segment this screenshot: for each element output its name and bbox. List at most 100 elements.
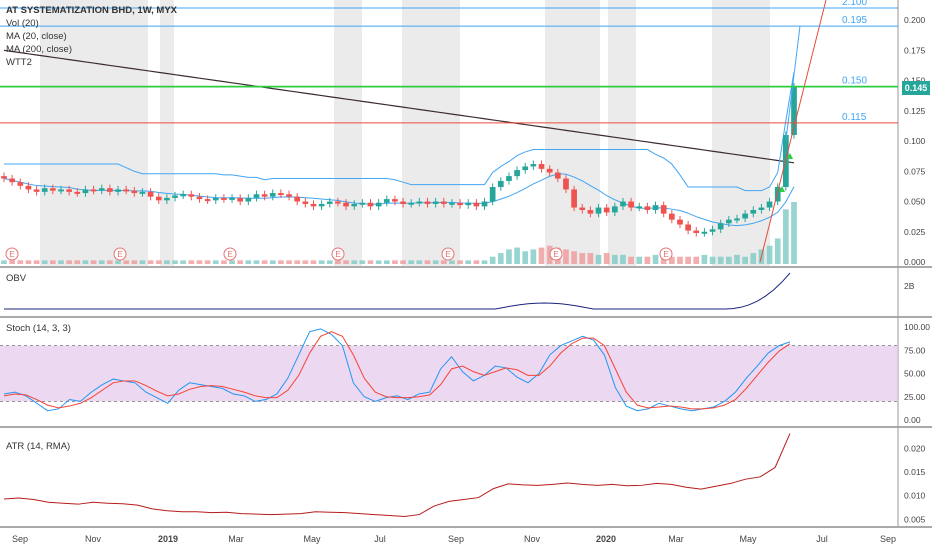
earnings-circle [331, 247, 345, 261]
volume-bar [310, 260, 317, 264]
candle [9, 174, 15, 186]
volume-bar [196, 260, 203, 264]
candle-body [473, 202, 480, 207]
candle-body [25, 185, 32, 190]
candle-body [172, 195, 178, 198]
symbol-title[interactable]: AT SYSTEMATIZATION BHD, 1W, MYX [6, 5, 177, 16]
candle [652, 201, 659, 214]
price-tick-label: 0.075 [904, 166, 926, 176]
candle-body [400, 201, 406, 204]
candle [717, 219, 724, 233]
candle-body [497, 180, 504, 188]
candle [554, 168, 561, 183]
volume-bar [481, 260, 488, 264]
candle-body [245, 197, 252, 202]
candle-body [294, 196, 301, 202]
volume-bar [783, 209, 789, 264]
candle [58, 185, 64, 195]
earnings-circle [659, 247, 673, 261]
time-tick-label: Jul [816, 534, 828, 544]
volume-bar [530, 249, 537, 264]
candle-body [587, 209, 594, 214]
volume-bar [400, 260, 406, 264]
candle [595, 203, 602, 218]
volume-bar [318, 260, 325, 264]
level-label: 0.150 [842, 76, 867, 87]
candle [571, 185, 577, 212]
volume-bar [416, 260, 423, 264]
volume-bar [17, 260, 24, 264]
candle [750, 206, 757, 218]
earnings-letter: E [227, 250, 232, 259]
candle-body [514, 170, 520, 177]
candle-body [563, 178, 569, 190]
atr-tick-label: 0.020 [904, 444, 926, 454]
volume-bar [473, 260, 480, 264]
candle-body [66, 189, 73, 192]
volume-bar [41, 260, 48, 264]
volume-bar [164, 260, 170, 264]
stoch-panel-label[interactable]: Stoch (14, 3, 3) [6, 323, 71, 334]
legend-ma20[interactable]: MA (20, close) [6, 31, 67, 42]
session-shade [402, 0, 460, 266]
earnings-circle [5, 247, 19, 261]
volume-bar [693, 256, 700, 264]
price-tick-label: 0.050 [904, 197, 926, 207]
obv-panel-label[interactable]: OBV [6, 273, 27, 284]
candle [440, 197, 447, 208]
candle [514, 166, 520, 180]
candle [33, 185, 40, 196]
candle-body [155, 196, 162, 201]
volume-bar [766, 245, 773, 264]
candle [196, 193, 203, 203]
candle [677, 216, 683, 229]
candle-body [440, 201, 447, 204]
volume-bar [139, 260, 146, 264]
volume-bar [33, 260, 40, 264]
candle [791, 82, 797, 139]
candle-body [326, 201, 333, 204]
candle [147, 188, 154, 201]
candle [221, 194, 227, 203]
candle [17, 178, 24, 190]
candle [115, 185, 121, 196]
time-tick-label: Sep [880, 534, 896, 544]
candle-body [90, 189, 97, 192]
volume-bar [58, 260, 64, 264]
candle [465, 199, 472, 209]
candle [766, 197, 773, 212]
candle [473, 199, 480, 210]
candle-body [660, 205, 667, 214]
candle-body [628, 201, 634, 208]
candle [734, 214, 740, 224]
candle-body [571, 189, 577, 208]
price-tick-label: 0.175 [904, 45, 926, 55]
candle [302, 197, 309, 208]
session-shade [712, 0, 770, 266]
atr-panel-label[interactable]: ATR (14, RMA) [6, 441, 71, 452]
candle [343, 199, 349, 210]
candle-body [693, 230, 700, 233]
volume-bar [229, 260, 235, 264]
volume-bar [571, 251, 577, 264]
legend-wtt2[interactable]: WTT2 [6, 57, 32, 68]
volume-bar [620, 254, 626, 264]
candle [261, 190, 268, 201]
volume-bar [237, 260, 244, 264]
volume-bar [66, 260, 73, 264]
volume-bar [489, 256, 496, 264]
candle-body [685, 224, 691, 231]
candle-body [620, 201, 626, 207]
legend-vol[interactable]: Vol (20) [6, 18, 39, 29]
legend-ma200[interactable]: MA (200, close) [6, 44, 72, 55]
candle [269, 189, 276, 201]
candle-body [229, 197, 235, 200]
time-tick-label: Mar [668, 534, 684, 544]
price-tick-label: 0.150 [904, 76, 926, 86]
candle-body [50, 188, 56, 191]
time-tick-label: Nov [85, 534, 102, 544]
volume-bar [131, 260, 138, 264]
candle [155, 193, 162, 204]
